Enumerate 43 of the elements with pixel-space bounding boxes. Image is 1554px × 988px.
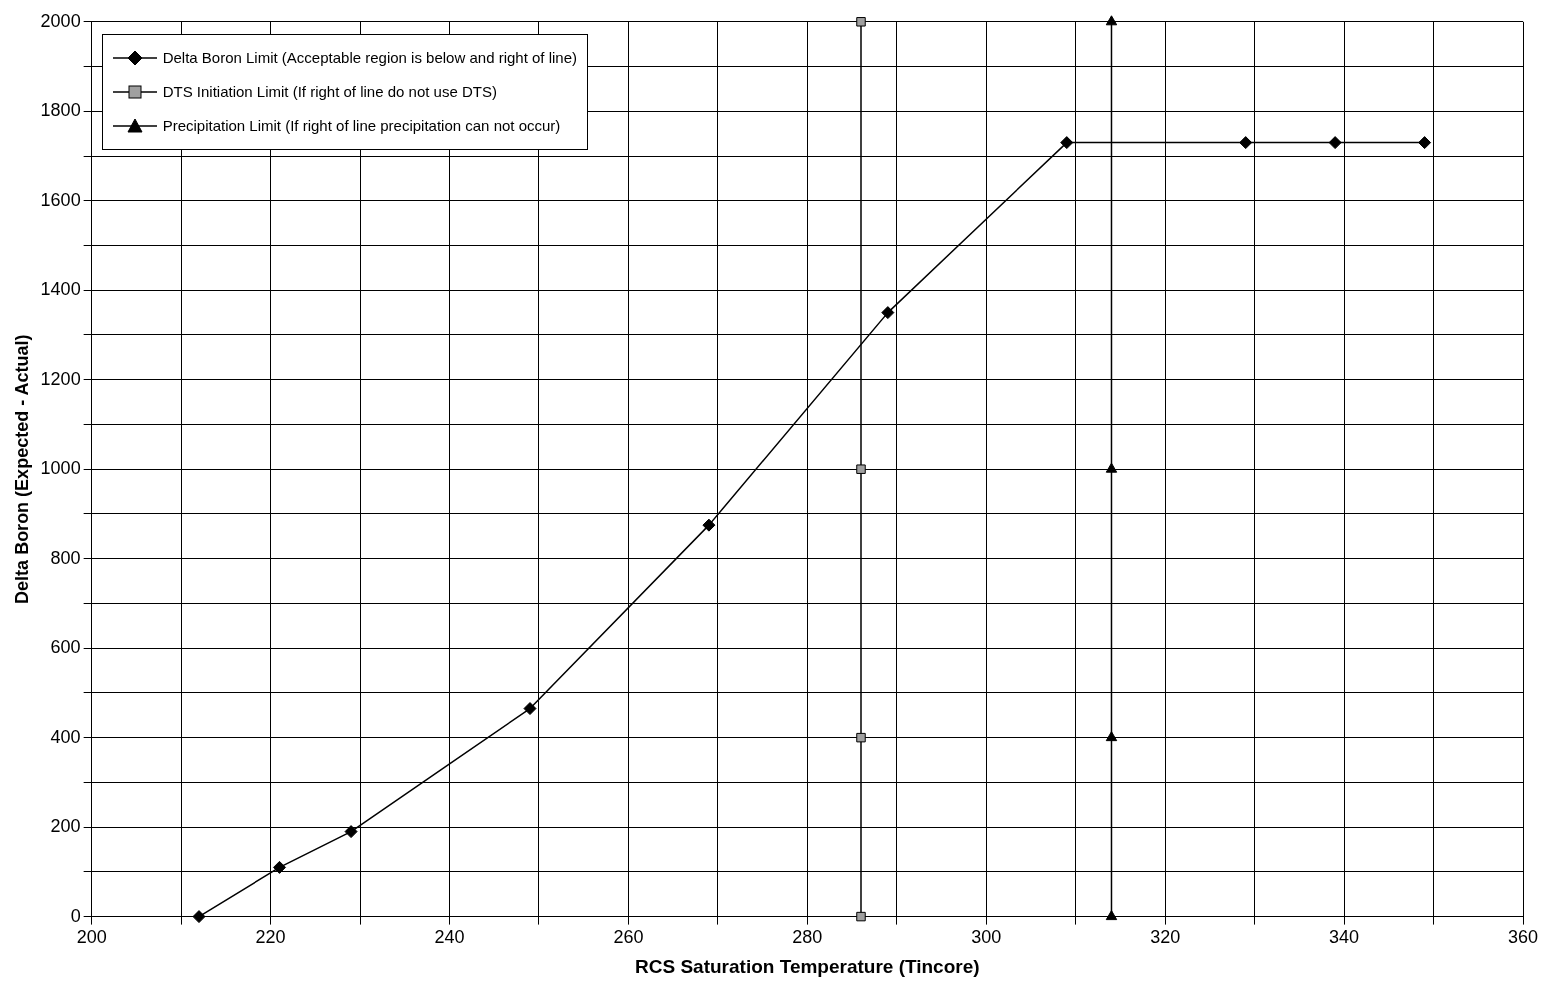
point [1418, 136, 1432, 150]
point [856, 732, 866, 743]
y-tick-label: 600 [50, 637, 81, 658]
point [856, 17, 866, 27]
point [1105, 731, 1118, 742]
y-tick-label: 800 [50, 547, 81, 568]
legend-label: DTS Initiation Limit (If right of line do not use DTS) [162, 83, 497, 101]
x-tick-label: 240 [434, 927, 465, 948]
x-tick-label: 320 [1150, 927, 1181, 948]
legend-label: Delta Boron Limit (Acceptable region is below and right of line) [162, 49, 578, 67]
point [1105, 15, 1118, 26]
point [1060, 136, 1074, 150]
point [881, 306, 895, 320]
y-tick-label: 400 [50, 726, 81, 747]
x-tick-label: 220 [255, 927, 286, 948]
legend-label: Precipitation Limit (If right of line precipitation can not occur) [162, 117, 561, 135]
y-tick-label: 1000 [40, 458, 81, 479]
x-tick-label: 200 [76, 927, 107, 948]
point [192, 910, 206, 924]
point [856, 911, 866, 922]
y-tick-label: 2000 [40, 10, 81, 31]
point [1328, 136, 1342, 150]
point [273, 860, 287, 874]
point [344, 825, 358, 839]
y-axis-title: Delta Boron (Expected - Actual) [11, 334, 32, 604]
y-tick-label: 1400 [40, 279, 81, 300]
point [1105, 910, 1118, 921]
point [856, 464, 866, 474]
x-tick-label: 260 [613, 927, 644, 948]
point [702, 518, 716, 532]
x-tick-label: 360 [1507, 927, 1539, 948]
y-tick-label: 200 [50, 816, 81, 837]
point [1239, 136, 1253, 150]
y-tick-label: 1800 [40, 100, 81, 121]
y-tick-label: 0 [70, 905, 81, 926]
point [1105, 462, 1118, 473]
y-tick-label: 1600 [40, 189, 81, 210]
x-axis-title: RCS Saturation Temperature (Tincore) [635, 955, 980, 977]
point [523, 702, 537, 716]
x-tick-label: 340 [1329, 927, 1360, 948]
x-tick-label: 300 [971, 927, 1002, 948]
y-tick-label: 1200 [40, 368, 81, 389]
x-tick-label: 280 [792, 927, 823, 948]
